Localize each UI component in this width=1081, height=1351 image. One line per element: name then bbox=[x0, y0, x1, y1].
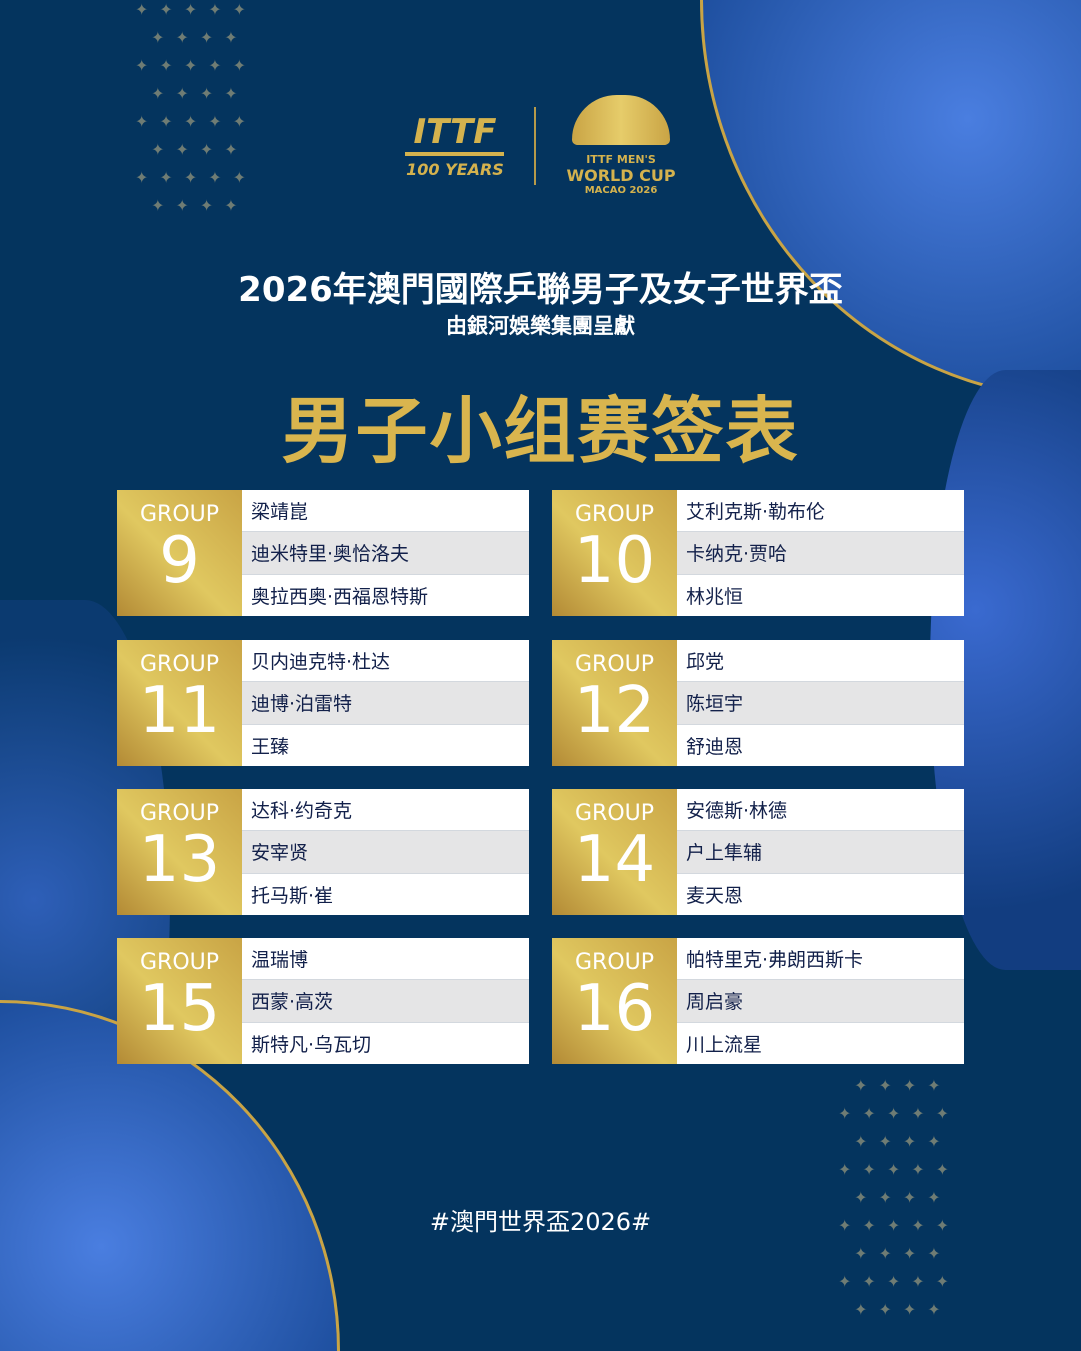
group-card: GROUP 14 安德斯·林德 户上隼辅 麦天恩 bbox=[552, 789, 964, 915]
group-number: 14 bbox=[573, 823, 656, 897]
player-list: 艾利克斯·勒布伦 卡纳克·贾哈林兆恒 bbox=[677, 490, 964, 616]
player-name: 舒迪恩 bbox=[686, 735, 744, 758]
player-name: 安德斯·林德 bbox=[677, 789, 964, 832]
decor-dots: ✦✦✦✦ ✦✦✦✦✦ ✦✦✦✦ ✦✦✦✦✦ ✦✦✦✦ ✦✦✦✦✦ ✦✦✦✦ ✦✦✦✦✦ … bbox=[838, 1076, 961, 1319]
ittf-years-text: 100 YEARS bbox=[406, 160, 504, 179]
ittf-logo-text: ITTF bbox=[405, 112, 505, 156]
player-name: 卡纳克·贾哈 bbox=[677, 532, 964, 575]
group-number: 15 bbox=[138, 972, 221, 1046]
group-badge: GROUP 12 bbox=[552, 640, 677, 766]
group-badge: GROUP 11 bbox=[117, 640, 242, 766]
player-list: 邱党 陈垣宇舒迪恩 bbox=[677, 640, 964, 766]
group-label: GROUP bbox=[139, 950, 220, 975]
player-name: 邱党 bbox=[677, 640, 964, 683]
hashtag: #澳門世界盃2026# bbox=[429, 1208, 652, 1236]
group-label: GROUP bbox=[574, 950, 655, 975]
event-line2: WORLD CUP bbox=[566, 166, 676, 185]
group-number: 13 bbox=[138, 823, 221, 897]
group-card: GROUP 12 邱党 陈垣宇 舒迪恩 bbox=[552, 640, 964, 766]
player-name: 麦天恩 bbox=[686, 884, 744, 907]
group-card: GROUP 9 梁靖崑 迪米特里·奥恰洛夫 奥拉西奥·西福恩特斯 bbox=[117, 490, 529, 616]
player-name: 贝内迪克特·杜达 bbox=[242, 640, 529, 683]
page-subtitle: 由銀河娛樂集團呈獻 bbox=[446, 314, 635, 338]
group-badge: GROUP 15 bbox=[117, 938, 242, 1064]
world-cup-logo: ITTF MEN'S WORLD CUP MACAO 2026 bbox=[566, 95, 676, 196]
group-card: GROUP 16 帕特里克·弗朗西斯卡 周启豪 川上流星 bbox=[552, 938, 964, 1064]
ittf-logo: ITTF 100 YEARS bbox=[405, 112, 505, 179]
lotus-emblem-icon bbox=[572, 95, 671, 145]
player-name: 迪博·泊雷特 bbox=[242, 682, 529, 725]
event-line3: MACAO 2026 bbox=[584, 185, 658, 196]
player-list: 达科·约奇克 安宰贤托马斯·崔 bbox=[242, 789, 529, 915]
player-list: 安德斯·林德 户上隼辅麦天恩 bbox=[677, 789, 964, 915]
group-number: 12 bbox=[573, 674, 656, 748]
player-name: 奥拉西奥·西福恩特斯 bbox=[251, 585, 429, 608]
group-card: GROUP 13 达科·约奇克 安宰贤 托马斯·崔 bbox=[117, 789, 529, 915]
group-label: GROUP bbox=[139, 502, 220, 527]
group-card: GROUP 11 贝内迪克特·杜达 迪博·泊雷特 王臻 bbox=[117, 640, 529, 766]
section-heading: 男子小组赛签表 bbox=[281, 389, 800, 473]
logo-bar: ITTF 100 YEARS ITTF MEN'S WORLD CUP MACA… bbox=[0, 95, 1081, 196]
logo-divider bbox=[534, 106, 537, 185]
player-name: 达科·约奇克 bbox=[242, 789, 529, 832]
group-number: 10 bbox=[573, 524, 656, 598]
group-label: GROUP bbox=[574, 502, 655, 527]
player-name: 托马斯·崔 bbox=[251, 884, 334, 907]
player-name: 温瑞博 bbox=[242, 938, 529, 981]
group-card: GROUP 15 温瑞博 西蒙·高茨 斯特凡·乌瓦切 bbox=[117, 938, 529, 1064]
group-card: GROUP 10 艾利克斯·勒布伦 卡纳克·贾哈 林兆恒 bbox=[552, 490, 964, 616]
group-number: 16 bbox=[573, 972, 656, 1046]
group-label: GROUP bbox=[139, 801, 220, 826]
player-name: 迪米特里·奥恰洛夫 bbox=[242, 532, 529, 575]
player-name: 艾利克斯·勒布伦 bbox=[677, 490, 964, 533]
group-badge: GROUP 10 bbox=[552, 490, 677, 616]
player-name: 斯特凡·乌瓦切 bbox=[251, 1033, 372, 1056]
group-label: GROUP bbox=[574, 652, 655, 677]
group-label: GROUP bbox=[574, 801, 655, 826]
group-badge: GROUP 16 bbox=[552, 938, 677, 1064]
page-title: 2026年澳門國際乒聯男子及女子世界盃 bbox=[238, 270, 843, 310]
event-line1: ITTF MEN'S bbox=[586, 153, 656, 166]
player-list: 温瑞博 西蒙·高茨斯特凡·乌瓦切 bbox=[242, 938, 529, 1064]
player-name: 西蒙·高茨 bbox=[242, 980, 529, 1023]
player-name: 周启豪 bbox=[677, 980, 964, 1023]
player-name: 陈垣宇 bbox=[677, 682, 964, 725]
player-list: 梁靖崑 迪米特里·奥恰洛夫奥拉西奥·西福恩特斯 bbox=[242, 490, 529, 616]
group-badge: GROUP 13 bbox=[117, 789, 242, 915]
group-label: GROUP bbox=[139, 652, 220, 677]
player-list: 帕特里克·弗朗西斯卡 周启豪川上流星 bbox=[677, 938, 964, 1064]
group-badge: GROUP 9 bbox=[117, 490, 242, 616]
group-number: 9 bbox=[159, 524, 200, 598]
player-list: 贝内迪克特·杜达 迪博·泊雷特王臻 bbox=[242, 640, 529, 766]
group-number: 11 bbox=[138, 674, 221, 748]
decor-blob bbox=[700, 0, 1081, 400]
player-name: 川上流星 bbox=[686, 1033, 763, 1056]
player-name: 林兆恒 bbox=[686, 585, 744, 608]
player-name: 户上隼辅 bbox=[677, 831, 964, 874]
decor-dots: ✦✦✦✦✦ ✦✦✦✦ ✦✦✦✦✦ ✦✦✦✦ ✦✦✦✦✦ ✦✦✦✦ ✦✦✦✦✦ ✦✦✦✦ bbox=[135, 0, 258, 215]
group-badge: GROUP 14 bbox=[552, 789, 677, 915]
player-name: 帕特里克·弗朗西斯卡 bbox=[677, 938, 964, 981]
player-name: 梁靖崑 bbox=[242, 490, 529, 533]
player-name: 王臻 bbox=[251, 735, 290, 758]
player-name: 安宰贤 bbox=[242, 831, 529, 874]
